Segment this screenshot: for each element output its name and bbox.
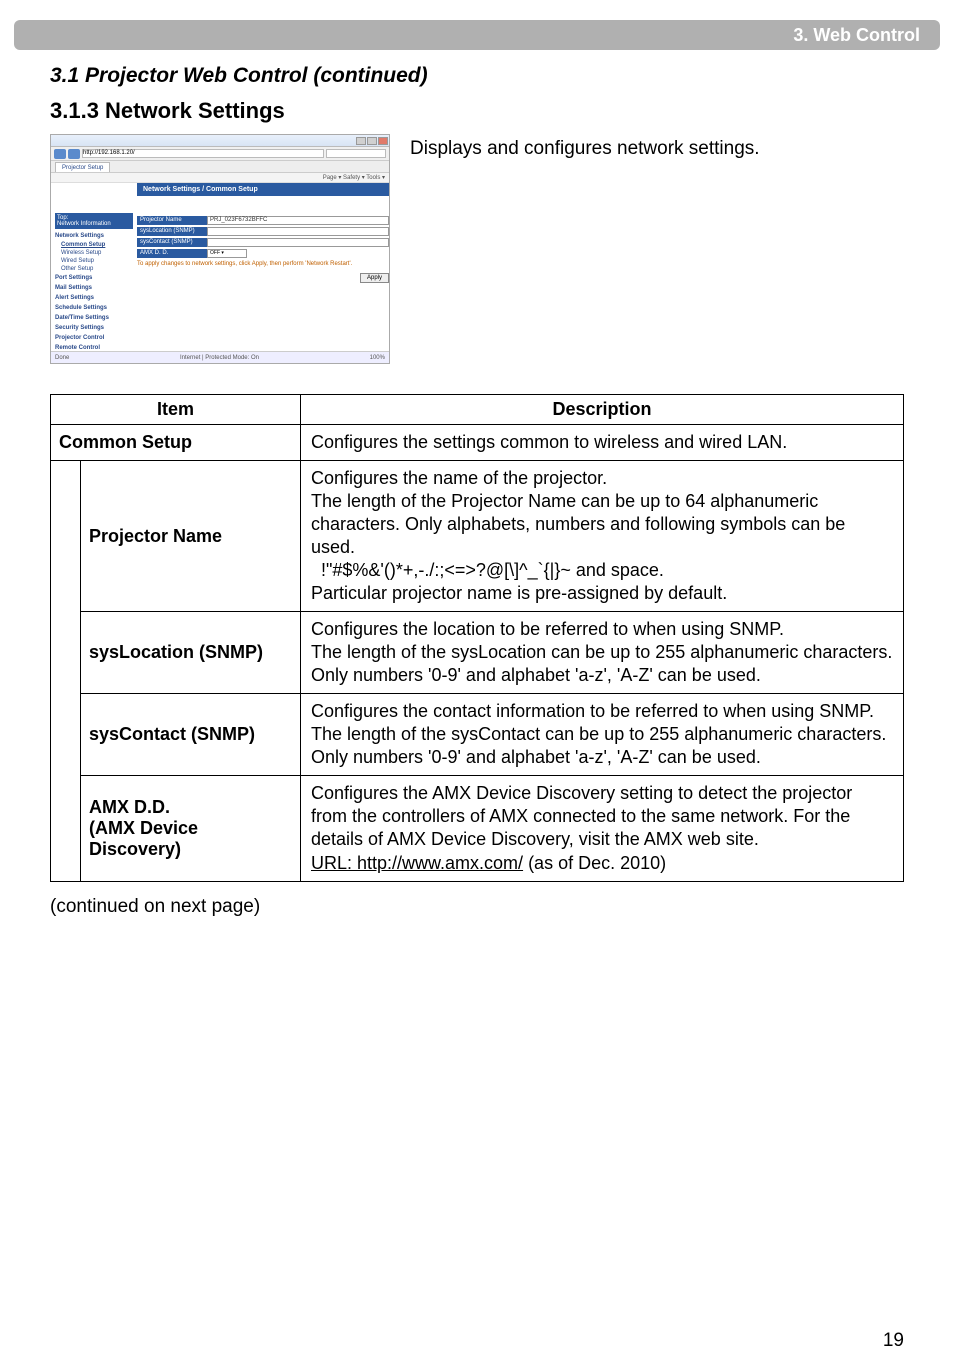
- status-left: Done: [55, 355, 69, 361]
- row-common-setup-item: Common Setup: [51, 425, 301, 461]
- desc-line: The length of the sysLocation can be up …: [311, 642, 892, 685]
- sidebar-item: Security Settings: [55, 323, 133, 333]
- row-item: sysContact (SNMP): [81, 694, 301, 776]
- chapter-header: 3. Web Control: [14, 20, 940, 50]
- intro-text: Displays and configures network settings…: [410, 134, 760, 364]
- screenshot-sidebar: Top: Network Information Network Setting…: [51, 183, 137, 351]
- row-common-setup-desc: Configures the settings common to wirele…: [301, 425, 904, 461]
- sidebar-netinfo: Network Information: [57, 221, 131, 227]
- desc-line: Configures the name of the projector.: [311, 468, 607, 488]
- sidebar-sub: Wireless Setup: [55, 249, 133, 257]
- sidebar-netset: Network Settings: [55, 231, 133, 241]
- desc-line: Configures the location to be referred t…: [311, 619, 784, 639]
- sidebar-item: Port Settings: [55, 273, 133, 283]
- browser-screenshot: http://192.168.1.20/ Projector Setup Pag…: [50, 134, 390, 364]
- row-item: sysLocation (SNMP): [81, 612, 301, 694]
- sidebar-sub: Other Setup: [55, 265, 133, 273]
- desc-line: Particular projector name is pre-assigne…: [311, 583, 727, 603]
- maximize-icon: [367, 137, 377, 145]
- status-right: 100%: [370, 355, 385, 361]
- sidebar-item: Date/Time Settings: [55, 313, 133, 323]
- back-icon: [54, 149, 66, 159]
- form-label: AMX D. D.: [137, 249, 207, 258]
- page-number: 19: [883, 1330, 904, 1352]
- row-item: Projector Name: [81, 461, 301, 612]
- forward-icon: [68, 149, 80, 159]
- sidebar-sub: Wired Setup: [55, 257, 133, 265]
- sidebar-item: Alert Settings: [55, 293, 133, 303]
- panel-title: Network Settings / Common Setup: [137, 183, 389, 196]
- screenshot-main: Network Settings / Common Setup Projecto…: [137, 183, 389, 351]
- form-input: [207, 227, 389, 236]
- desc-line: Configures the contact information to be…: [311, 701, 874, 721]
- form-input: [207, 238, 389, 247]
- sidebar-item: Projector Control: [55, 333, 133, 343]
- spacer-cell: [51, 461, 81, 882]
- row-desc: Configures the location to be referred t…: [301, 612, 904, 694]
- continued-note: (continued on next page): [50, 896, 904, 918]
- url-link[interactable]: URL: http://www.amx.com/: [311, 853, 523, 873]
- description-table: Item Description Common Setup Configures…: [50, 394, 904, 882]
- browser-toolmenu: Page ▾ Safety ▾ Tools ▾: [51, 173, 389, 183]
- desc-tail: (as of Dec. 2010): [523, 853, 666, 873]
- address-field: http://192.168.1.20/: [82, 149, 324, 158]
- sidebar-item: Network Restart: [55, 363, 133, 364]
- form-select: OFF ▾: [207, 249, 247, 258]
- row-item: AMX D.D. (AMX Device Discovery): [81, 776, 301, 881]
- table-header-desc: Description: [301, 395, 904, 425]
- sidebar-item: Mail Settings: [55, 283, 133, 293]
- sidebar-sub: Common Setup: [55, 241, 133, 249]
- form-label: sysContact (SNMP): [137, 238, 207, 247]
- desc-line: The length of the sysContact can be up t…: [311, 724, 886, 767]
- row-desc: Configures the AMX Device Discovery sett…: [301, 776, 904, 881]
- minimize-icon: [356, 137, 366, 145]
- form-label: Projector Name: [137, 216, 207, 225]
- row-desc: Configures the name of the projector. Th…: [301, 461, 904, 612]
- browser-tab: Projector Setup: [55, 162, 110, 172]
- desc-line: The length of the Projector Name can be …: [311, 491, 845, 557]
- status-mid: Internet | Protected Mode: On: [180, 355, 259, 361]
- form-input: PRJ_023F6732BFFC: [207, 216, 389, 225]
- apply-button: Apply: [360, 273, 389, 283]
- form-note: To apply changes to network settings, cl…: [137, 258, 389, 270]
- desc-line: Configures the AMX Device Discovery sett…: [311, 783, 852, 849]
- desc-line: !"#$%&'()*+,-./:;<=>?@[\]^_`{|}~ and spa…: [311, 560, 664, 580]
- sidebar-item: Schedule Settings: [55, 303, 133, 313]
- search-field: [326, 149, 386, 158]
- section-title-main: 3.1 Projector Web Control (continued): [50, 64, 904, 88]
- section-title-sub: 3.1.3 Network Settings: [50, 98, 904, 124]
- chapter-label: 3. Web Control: [793, 25, 920, 46]
- row-desc: Configures the contact information to be…: [301, 694, 904, 776]
- form-label: sysLocation (SNMP): [137, 227, 207, 236]
- table-header-item: Item: [51, 395, 301, 425]
- close-icon: [378, 137, 388, 145]
